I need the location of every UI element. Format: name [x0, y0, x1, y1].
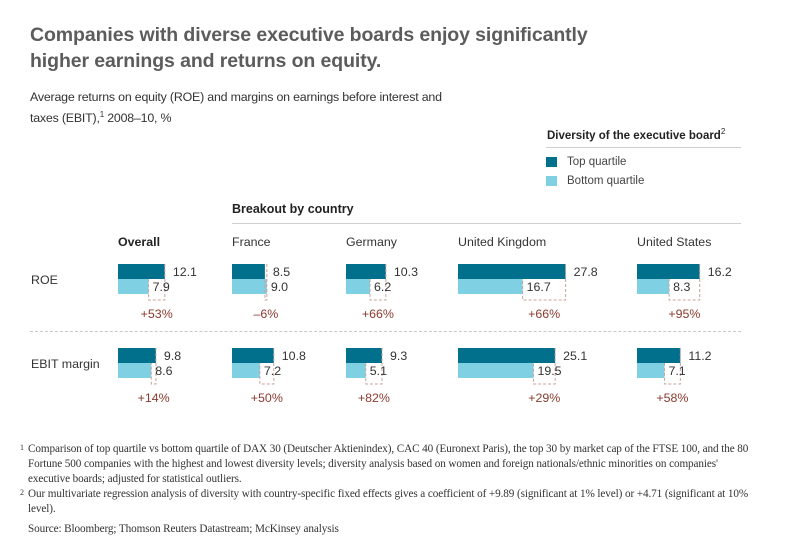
bar-ebit-us-bottom: [637, 363, 665, 378]
footnote-2-text: Our multivariate regression analysis of …: [28, 488, 749, 515]
bar-roe-germany-top: [346, 264, 386, 279]
bar-roe-uk-bottom: [458, 279, 523, 294]
legend-title: Diversity of the executive board2: [547, 127, 725, 142]
value-label-roe-us-bottom: 8.3: [673, 280, 690, 294]
value-label-ebit-germany-top: 9.3: [390, 349, 407, 363]
row-label-roe: ROE: [31, 273, 58, 287]
difference-label-ebit-us: +58%: [656, 391, 688, 405]
bar-ebit-france-bottom: [232, 363, 260, 378]
bar-ebit-uk-bottom: [458, 363, 534, 378]
footnotes: 1 Comparison of top quartile vs bottom qu…: [20, 442, 750, 537]
value-label-roe-overall-top: 12.1: [173, 265, 197, 279]
legend-divider: [546, 147, 741, 148]
column-header-uk: United Kingdom: [458, 235, 547, 249]
value-label-ebit-overall-top: 9.8: [164, 349, 181, 363]
value-label-roe-overall-bottom: 7.9: [153, 280, 170, 294]
bar-roe-france-bottom: [232, 279, 267, 294]
value-label-roe-uk-top: 27.8: [574, 265, 598, 279]
bar-ebit-germany-bottom: [346, 363, 366, 378]
value-label-roe-uk-bottom: 16.7: [527, 280, 551, 294]
bar-ebit-overall-bottom: [118, 363, 152, 378]
delta-box-ebit-uk: [532, 348, 556, 385]
bar-roe-uk-top: [458, 264, 566, 279]
row-separator: [30, 331, 741, 332]
difference-label-roe-us: +95%: [668, 307, 700, 321]
value-label-ebit-germany-bottom: 5.1: [370, 364, 387, 378]
bar-roe-germany-bottom: [346, 279, 370, 294]
column-header-us: United States: [637, 235, 712, 249]
difference-label-roe-germany: +66%: [362, 307, 394, 321]
value-label-ebit-us-top: 11.2: [688, 349, 711, 363]
delta-box-roe-uk: [522, 264, 567, 301]
legend-label-bottom: Bottom quartile: [567, 175, 645, 187]
delta-box-ebit-germany: [365, 348, 383, 385]
delta-box-roe-germany: [369, 264, 387, 301]
footnote-2: 2 Our multivariate regression analysis of…: [20, 487, 750, 517]
value-label-roe-us-top: 16.2: [708, 265, 732, 279]
chart-subtitle: Average returns on equity (ROE) and marg…: [30, 89, 450, 127]
bar-ebit-us-top: [637, 348, 681, 363]
value-label-ebit-uk-bottom: 19.5: [537, 364, 561, 378]
column-header-france: France: [232, 235, 271, 249]
bar-ebit-france-top: [232, 348, 274, 363]
value-label-ebit-overall-bottom: 8.6: [155, 364, 172, 378]
subtitle-period: 2008–10, %: [103, 111, 172, 126]
footnote-1-text: Comparison of top quartile vs bottom qua…: [28, 443, 749, 485]
legend-title-text: Diversity of the executive board: [547, 129, 721, 142]
column-header-overall: Overall: [118, 235, 161, 249]
legend-item-top-quartile: Top quartile: [546, 156, 626, 168]
bar-roe-overall-bottom: [118, 279, 149, 294]
source-note: Source: Bloomberg; Thomson Reuters Datas…: [28, 523, 339, 535]
delta-box-roe-overall: [148, 264, 166, 301]
column-header-germany: Germany: [346, 235, 397, 249]
value-label-roe-germany-top: 10.3: [394, 265, 418, 279]
breakout-title: Breakout by country: [232, 202, 354, 216]
difference-label-ebit-germany: +82%: [358, 391, 390, 405]
value-label-ebit-france-bottom: 7.2: [264, 364, 281, 378]
delta-box-ebit-france: [259, 348, 275, 385]
difference-label-ebit-uk: +29%: [528, 391, 560, 405]
difference-label-roe-uk: +66%: [528, 307, 560, 321]
value-label-roe-france-top: 8.5: [273, 265, 290, 279]
delta-box-roe-us: [668, 264, 701, 301]
difference-label-ebit-overall: +14%: [138, 391, 170, 405]
difference-label-roe-france: –6%: [253, 307, 278, 321]
breakout-divider: [232, 223, 741, 224]
bar-ebit-overall-top: [118, 348, 156, 363]
value-label-ebit-us-bottom: 7.1: [668, 364, 685, 378]
difference-label-roe-overall: +53%: [141, 307, 173, 321]
footnote-ref-1: 1: [99, 110, 104, 119]
legend-label-top: Top quartile: [567, 156, 627, 168]
value-label-roe-germany-bottom: 6.2: [374, 280, 391, 294]
value-label-ebit-uk-top: 25.1: [563, 349, 587, 363]
delta-box-ebit-us: [663, 348, 681, 385]
delta-box-ebit-overall: [150, 348, 157, 385]
footnote-ref-2: 2: [720, 127, 726, 136]
delta-box-roe-france: [264, 264, 268, 301]
bar-roe-overall-top: [118, 264, 165, 279]
footnote-1-marker: 1: [20, 443, 24, 452]
value-label-roe-france-bottom: 9.0: [271, 280, 288, 294]
legend-swatch-bottom: [546, 176, 557, 186]
legend-swatch-top: [546, 157, 557, 167]
difference-label-ebit-france: +50%: [251, 391, 283, 405]
bar-ebit-uk-top: [458, 348, 556, 363]
row-label-ebit: EBIT margin: [31, 357, 100, 371]
footnote-1: 1 Comparison of top quartile vs bottom qu…: [20, 442, 750, 487]
chart-title: Companies with diverse executive boards …: [30, 24, 588, 72]
bar-roe-us-top: [637, 264, 700, 279]
legend-item-bottom-quartile: Bottom quartile: [546, 175, 644, 187]
subtitle-text: Average returns on equity (ROE) and marg…: [30, 90, 442, 126]
value-label-ebit-france-top: 10.8: [282, 349, 306, 363]
bar-roe-france-top: [232, 264, 265, 279]
bar-roe-us-bottom: [637, 279, 670, 294]
bar-ebit-germany-top: [346, 348, 382, 363]
footnote-2-marker: 2: [20, 488, 24, 497]
